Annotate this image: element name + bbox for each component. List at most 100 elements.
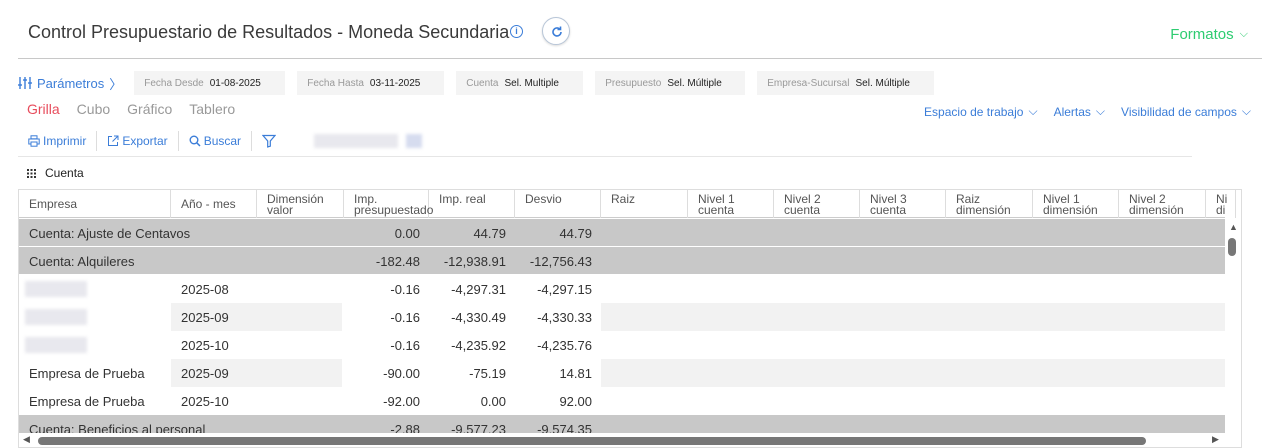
- printer-icon: [28, 134, 40, 147]
- group-label: Cuenta: Ajuste de Centavos: [29, 225, 191, 241]
- column-header[interactable]: Dimensión valor: [257, 190, 344, 218]
- info-icon[interactable]: i: [510, 25, 523, 38]
- mes-cell: 2025-10: [181, 337, 229, 353]
- tab-grafico[interactable]: Gráfico: [127, 101, 173, 117]
- chevron-down-icon: ⌵: [1095, 104, 1106, 118]
- chevron-down-icon: ⌵: [1241, 104, 1251, 118]
- tab-tablero[interactable]: Tablero: [189, 101, 236, 117]
- param-presupuesto[interactable]: Presupuesto Sel. Múltiple: [595, 71, 746, 95]
- column-header[interactable]: Imp. presupuestado: [344, 190, 433, 218]
- param-value: 01-08-2025: [209, 77, 261, 89]
- desvio-cell: 44.79: [559, 225, 592, 241]
- refresh-button[interactable]: [542, 17, 570, 45]
- presupuesto-cell: -182.48: [375, 253, 420, 269]
- desvio-cell: -4,297.15: [537, 281, 592, 297]
- table-row[interactable]: 2025-09 -0.16 -4,330.49 -4,330.33: [19, 303, 1226, 331]
- alerts-menu[interactable]: Alertas ⌵: [1054, 104, 1105, 119]
- grip-icon: [27, 168, 36, 178]
- real-cell: -12,938.91: [443, 253, 506, 269]
- horizontal-scrollbar[interactable]: ◀ ▶: [19, 433, 1227, 447]
- field-visibility-label: Visibilidad de campos: [1121, 104, 1237, 119]
- group-by-label: Cuenta: [45, 166, 84, 180]
- real-cell: 44.79: [473, 225, 506, 241]
- desvio-cell: 92.00: [559, 393, 592, 409]
- search-button[interactable]: Buscar: [179, 130, 253, 151]
- group-label: Cuenta: Beneficios al personal: [29, 421, 206, 437]
- empresa-cell: Empresa de Prueba: [29, 365, 145, 381]
- column-header[interactable]: Nivel 2 cuenta: [774, 190, 860, 218]
- param-value: 03-11-2025: [369, 77, 421, 89]
- formatos-label: Formatos: [1170, 26, 1234, 43]
- table-row[interactable]: 2025-10 -0.16 -4,235.92 -4,235.76: [19, 331, 1225, 359]
- param-value: Sel. Multiple: [504, 77, 559, 89]
- search-icon: [189, 135, 201, 147]
- group-by-chip[interactable]: Cuenta: [27, 166, 84, 180]
- page-header: Control Presupuestario de Resultados - M…: [18, 0, 1262, 59]
- chevron-down-icon: ⌵: [1239, 28, 1248, 40]
- mes-cell: 2025-10: [181, 393, 229, 409]
- real-cell: -9,577.23: [451, 421, 506, 437]
- column-header[interactable]: Nivel 1 cuenta: [688, 190, 774, 218]
- filter-button[interactable]: [252, 131, 286, 151]
- row-shade: [171, 303, 342, 331]
- param-cuenta[interactable]: Cuenta Sel. Multiple: [456, 71, 584, 95]
- column-header[interactable]: Empresa: [19, 190, 171, 218]
- tab-cubo[interactable]: Cubo: [76, 101, 111, 117]
- real-cell: 0.00: [480, 393, 506, 409]
- presupuesto-cell: -90.00: [383, 365, 420, 381]
- column-header[interactable]: Raiz: [601, 190, 688, 218]
- column-header[interactable]: Raiz dimensión: [946, 190, 1033, 218]
- row-shade: [171, 359, 342, 387]
- formatos-dropdown[interactable]: Formatos ⌵: [1170, 26, 1248, 43]
- group-row[interactable]: Cuenta: Ajuste de Centavos 0.00 44.79 44.79: [19, 219, 1225, 247]
- column-header[interactable]: Nivel 1 dimensión: [1033, 190, 1119, 218]
- scroll-up-icon[interactable]: ▲: [1229, 222, 1238, 232]
- page-title: Control Presupuestario de Resultados - M…: [28, 22, 510, 42]
- column-header[interactable]: Desvio: [515, 190, 601, 218]
- scroll-right-icon[interactable]: ▶: [1212, 434, 1219, 444]
- table-row[interactable]: 2025-08 -0.16 -4,297.31 -4,297.15: [19, 275, 1225, 303]
- param-fecha-desde[interactable]: Fecha Desde 01-08-2025: [134, 71, 286, 95]
- column-header[interactable]: Ni di: [1206, 190, 1236, 218]
- redacted-empresa: [25, 331, 105, 359]
- group-row[interactable]: Cuenta: Alquileres -182.48 -12,938.91 -12,7…: [19, 247, 1225, 275]
- param-empresa-sucursal[interactable]: Empresa-Sucursal Sel. Múltiple: [757, 71, 935, 95]
- presupuesto-cell: -0.16: [390, 337, 420, 353]
- redacted-field: [314, 133, 399, 148]
- mes-cell: 2025-08: [181, 281, 229, 297]
- export-label: Exportar: [122, 133, 168, 148]
- param-fecha-hasta[interactable]: Fecha Hasta 03-11-2025: [297, 71, 445, 95]
- column-header[interactable]: Nivel 2 dimensión: [1119, 190, 1206, 218]
- presupuesto-cell: 0.00: [394, 225, 420, 241]
- param-label: Fecha Desde: [144, 77, 204, 89]
- param-value: Sel. Múltiple: [667, 77, 722, 89]
- table-row[interactable]: Empresa de Prueba 2025-10 -92.00 0.00 92.00: [19, 387, 1225, 415]
- search-label: Buscar: [203, 133, 242, 148]
- workspace-menu[interactable]: Espacio de trabajo ⌵: [924, 104, 1038, 119]
- refresh-icon: [552, 26, 562, 37]
- column-header[interactable]: Año - mes: [171, 190, 257, 218]
- redacted-field: [406, 133, 423, 148]
- param-label: Fecha Hasta: [307, 77, 364, 89]
- tab-grilla[interactable]: Grilla: [27, 101, 60, 117]
- filter-icon: [262, 134, 277, 148]
- table-row[interactable]: Empresa de Prueba 2025-09 -90.00 -75.19 14.8…: [19, 359, 1226, 387]
- vertical-scrollbar[interactable]: ▲: [1225, 218, 1241, 447]
- presupuesto-cell: -0.16: [390, 281, 420, 297]
- scroll-thumb[interactable]: [38, 437, 1146, 445]
- column-header[interactable]: Imp. real: [429, 190, 515, 218]
- print-button[interactable]: Imprimir: [18, 130, 98, 151]
- param-label: Empresa-Sucursal: [767, 77, 850, 89]
- column-header[interactable]: Nivel 3 cuenta: [860, 190, 946, 218]
- export-button[interactable]: Exportar: [97, 130, 179, 151]
- field-visibility-menu[interactable]: Visibilidad de campos ⌵: [1121, 104, 1251, 119]
- scroll-thumb[interactable]: [1228, 238, 1236, 256]
- parameters-bar: Parámetros 〉 Fecha Desde 01-08-2025 Fecha…: [18, 71, 946, 95]
- workspace-label: Espacio de trabajo: [924, 104, 1024, 119]
- group-label: Cuenta: Alquileres: [29, 253, 135, 269]
- parameters-link[interactable]: Parámetros 〉: [18, 74, 122, 93]
- right-menus: Espacio de trabajo ⌵ Alertas ⌵ Visibilidad…: [924, 104, 1251, 119]
- desvio-cell: 14.81: [559, 365, 592, 381]
- param-value: Sel. Múltiple: [855, 77, 910, 89]
- scroll-left-icon[interactable]: ◀: [23, 434, 30, 444]
